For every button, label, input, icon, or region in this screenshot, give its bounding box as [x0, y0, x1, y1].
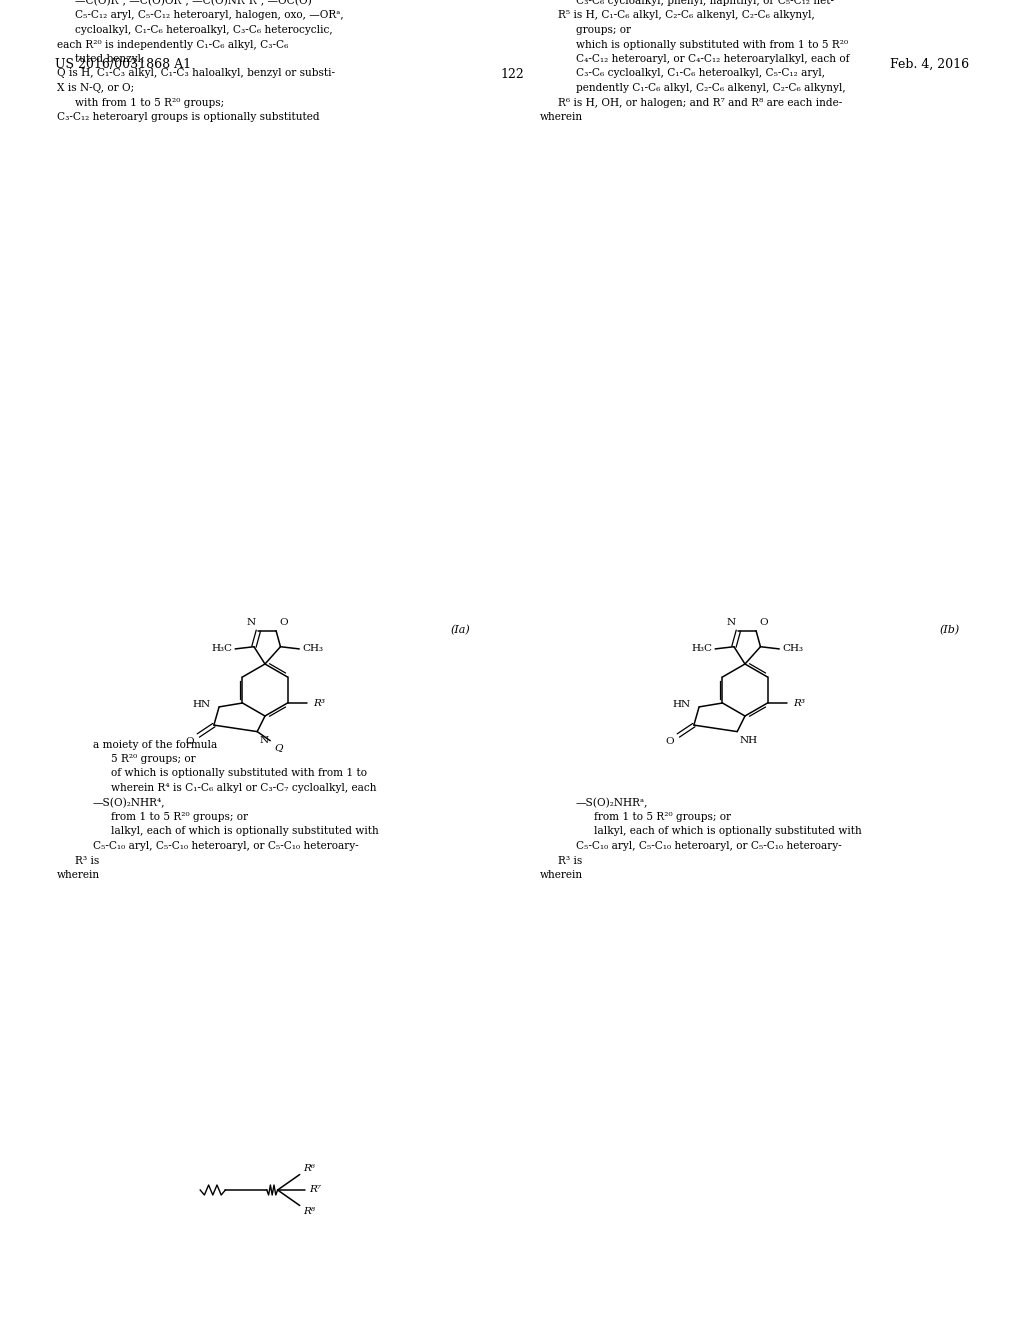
Text: —S(O)₂NHR⁴,: —S(O)₂NHR⁴,: [93, 797, 166, 808]
Text: X is N-Q, or O;: X is N-Q, or O;: [57, 83, 134, 92]
Text: C₅-C₁₀ aryl, C₅-C₁₀ heteroaryl, or C₅-C₁₀ heteroary-: C₅-C₁₀ aryl, C₅-C₁₀ heteroaryl, or C₅-C₁…: [93, 841, 358, 851]
Text: cycloalkyl, C₁-C₆ heteroalkyl, C₃-C₆ heterocyclic,: cycloalkyl, C₁-C₆ heteroalkyl, C₃-C₆ het…: [75, 25, 333, 36]
Text: C₅-C₁₂ aryl, C₅-C₁₂ heteroaryl, halogen, oxo, —ORᵃ,: C₅-C₁₂ aryl, C₅-C₁₂ heteroaryl, halogen,…: [75, 11, 344, 21]
Text: HN: HN: [193, 701, 211, 709]
Text: N: N: [259, 735, 268, 744]
Text: lalkyl, each of which is optionally substituted with: lalkyl, each of which is optionally subs…: [111, 826, 379, 837]
Text: (Ib): (Ib): [940, 624, 961, 635]
Text: H₃C: H₃C: [691, 644, 712, 653]
Text: C₃-C₁₂ heteroaryl groups is optionally substituted: C₃-C₁₂ heteroaryl groups is optionally s…: [57, 112, 319, 121]
Text: R⁶ is H, OH, or halogen; and R⁷ and R⁸ are each inde-: R⁶ is H, OH, or halogen; and R⁷ and R⁸ a…: [558, 98, 843, 107]
Text: with from 1 to 5 R²⁰ groups;: with from 1 to 5 R²⁰ groups;: [75, 98, 224, 107]
Text: C₅-C₁₀ aryl, C₅-C₁₀ heteroaryl, or C₅-C₁₀ heteroary-: C₅-C₁₀ aryl, C₅-C₁₀ heteroaryl, or C₅-C₁…: [575, 841, 842, 851]
Text: Feb. 4, 2016: Feb. 4, 2016: [890, 58, 969, 71]
Text: —S(O)₂NHRᵃ,: —S(O)₂NHRᵃ,: [575, 797, 648, 808]
Text: R³: R³: [313, 698, 325, 708]
Text: —C(O)Rᵃ, —C(O)ORᵃ, —C(O)NRᵃRᵇ, —OC(O): —C(O)Rᵃ, —C(O)ORᵃ, —C(O)NRᵃRᵇ, —OC(O): [75, 0, 311, 7]
Text: wherein: wherein: [540, 112, 583, 121]
Text: 122: 122: [500, 69, 524, 81]
Text: R³: R³: [793, 698, 805, 708]
Text: which is optionally substituted with from 1 to 5 R²⁰: which is optionally substituted with fro…: [575, 40, 848, 49]
Text: R³ is: R³ is: [75, 855, 99, 866]
Text: Q: Q: [274, 743, 283, 751]
Text: wherein: wherein: [57, 870, 100, 880]
Text: wherein: wherein: [540, 870, 583, 880]
Text: lalkyl, each of which is optionally substituted with: lalkyl, each of which is optionally subs…: [594, 826, 862, 837]
Text: R⁸: R⁸: [303, 1208, 314, 1217]
Text: of which is optionally substituted with from 1 to: of which is optionally substituted with …: [111, 768, 367, 779]
Text: wherein R⁴ is C₁-C₆ alkyl or C₃-C₇ cycloalkyl, each: wherein R⁴ is C₁-C₆ alkyl or C₃-C₇ cyclo…: [111, 783, 377, 793]
Text: C₃-C₆ cycloalkyl, phenyl, naphthyl, or C₅-C₁₂ het-: C₃-C₆ cycloalkyl, phenyl, naphthyl, or C…: [575, 0, 834, 7]
Text: N: N: [726, 618, 735, 627]
Text: O: O: [280, 618, 288, 627]
Text: a moiety of the formula: a moiety of the formula: [93, 739, 217, 750]
Text: R⁵ is H, C₁-C₆ alkyl, C₂-C₆ alkenyl, C₂-C₆ alkynyl,: R⁵ is H, C₁-C₆ alkyl, C₂-C₆ alkenyl, C₂-…: [558, 11, 815, 21]
Text: R⁶: R⁶: [303, 1163, 314, 1172]
Text: US 2016/0031868 A1: US 2016/0031868 A1: [55, 58, 191, 71]
Text: HN: HN: [673, 701, 691, 709]
Text: C₄-C₁₂ heteroaryl, or C₄-C₁₂ heteroarylalkyl, each of: C₄-C₁₂ heteroaryl, or C₄-C₁₂ heteroaryla…: [575, 54, 850, 63]
Text: O: O: [759, 618, 768, 627]
Text: R³ is: R³ is: [558, 855, 583, 866]
Text: O: O: [185, 738, 195, 747]
Text: Q is H, C₁-C₃ alkyl, C₁-C₃ haloalkyl, benzyl or substi-: Q is H, C₁-C₃ alkyl, C₁-C₃ haloalkyl, be…: [57, 69, 335, 78]
Text: pendently C₁-C₆ alkyl, C₂-C₆ alkenyl, C₂-C₆ alkynyl,: pendently C₁-C₆ alkyl, C₂-C₆ alkenyl, C₂…: [575, 83, 846, 92]
Text: C₃-C₆ cycloalkyl, C₁-C₆ heteroalkyl, C₅-C₁₂ aryl,: C₃-C₆ cycloalkyl, C₁-C₆ heteroalkyl, C₅-…: [575, 69, 825, 78]
Text: tuted benzyl;: tuted benzyl;: [75, 54, 144, 63]
Text: (Ia): (Ia): [451, 624, 470, 635]
Text: each R²⁰ is independently C₁-C₆ alkyl, C₃-C₆: each R²⁰ is independently C₁-C₆ alkyl, C…: [57, 40, 289, 49]
Text: O: O: [666, 738, 674, 747]
Text: from 1 to 5 R²⁰ groups; or: from 1 to 5 R²⁰ groups; or: [111, 812, 248, 822]
Text: CH₃: CH₃: [782, 644, 803, 653]
Text: from 1 to 5 R²⁰ groups; or: from 1 to 5 R²⁰ groups; or: [594, 812, 731, 822]
Text: N: N: [246, 618, 255, 627]
Text: groups; or: groups; or: [575, 25, 631, 36]
Text: 5 R²⁰ groups; or: 5 R²⁰ groups; or: [111, 754, 196, 764]
Text: H₃C: H₃C: [211, 644, 232, 653]
Text: CH₃: CH₃: [302, 644, 324, 653]
Text: NH: NH: [739, 735, 758, 744]
Text: R⁷: R⁷: [309, 1185, 322, 1195]
